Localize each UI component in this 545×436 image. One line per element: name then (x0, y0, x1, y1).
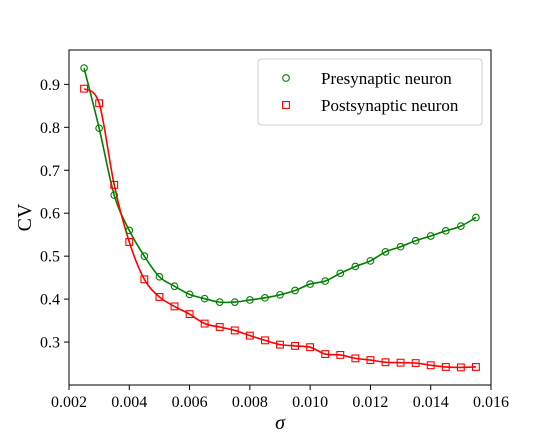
postsynaptic-neuron-point (155, 293, 164, 301)
presynaptic-neuron-point (276, 290, 284, 299)
postsynaptic-neuron-point (366, 356, 375, 365)
presynaptic-neuron-point (321, 277, 330, 285)
postsynaptic-neuron-point (411, 359, 420, 368)
x-tick-label: 0.012 (352, 394, 388, 411)
legend-label-presynaptic-neuron: Presynaptic neuron (321, 69, 452, 88)
postsynaptic-neuron-point (291, 341, 300, 350)
presynaptic-neuron-line (83, 67, 477, 304)
postsynaptic-neuron-point (471, 363, 480, 371)
y-tick-label: 0.5 (40, 249, 60, 266)
postsynaptic-neuron-point (426, 361, 435, 370)
y-tick-label: 0.6 (40, 206, 60, 223)
y-axis-ticks: 0.3 0.4 0.5 0.6 0.7 0.8 0.9 (40, 77, 69, 352)
presynaptic-neuron-point (170, 282, 179, 291)
postsynaptic-neuron-point (321, 350, 330, 359)
postsynaptic-neuron-point (351, 354, 360, 363)
postsynaptic-neuron-point (381, 358, 390, 367)
x-tick-label: 0.006 (172, 394, 208, 411)
x-tick-label: 0.004 (111, 394, 147, 411)
postsynaptic-neuron-point (260, 336, 269, 345)
presynaptic-neuron-point (336, 269, 345, 278)
y-tick-label: 0.3 (40, 335, 60, 352)
presynaptic-neuron-point (215, 298, 224, 306)
y-tick-label: 0.7 (40, 163, 60, 180)
presynaptic-neuron-point (200, 294, 209, 303)
plot-frame (68, 49, 492, 386)
legend: Presynaptic neuron Postsynaptic neuron (257, 58, 483, 126)
presynaptic-neuron-point (351, 262, 360, 271)
postsynaptic-neuron-point (140, 275, 149, 284)
postsynaptic-neuron-point (441, 363, 450, 371)
presynaptic-neuron-point (230, 298, 239, 306)
presynaptic-neuron-point (95, 124, 103, 133)
presynaptic-neuron-point (366, 257, 375, 265)
presynaptic-neuron-point (472, 213, 480, 222)
series-markers (80, 64, 480, 372)
postsynaptic-neuron-point (80, 84, 89, 93)
presynaptic-neuron-point (457, 222, 465, 230)
postsynaptic-neuron-point (396, 358, 405, 367)
postsynaptic-neuron-point (110, 180, 119, 189)
presynaptic-neuron-point (110, 191, 119, 200)
presynaptic-neuron-point (441, 226, 450, 235)
x-tick-label: 0.014 (413, 394, 449, 411)
x-tick-label: 0.008 (232, 394, 268, 411)
presynaptic-neuron-point (426, 232, 435, 240)
presynaptic-neuron-point (411, 236, 420, 245)
presynaptic-neuron-point (306, 280, 314, 288)
postsynaptic-neuron-point (230, 326, 239, 335)
legend-box (257, 58, 483, 126)
x-tick-label: 0.010 (292, 394, 328, 411)
postsynaptic-neuron-point (185, 310, 194, 319)
postsynaptic-neuron-point (215, 323, 224, 331)
postsynaptic-neuron-point (276, 340, 284, 349)
legend-marker-presynaptic-neuron (282, 74, 290, 82)
x-axis-ticks: 0.002 0.004 0.006 0.008 0.010 0.012 0.014 0.016 (51, 385, 509, 411)
x-axis-label: σ (275, 412, 286, 434)
presynaptic-neuron-point (291, 286, 299, 295)
postsynaptic-neuron-point (200, 319, 209, 328)
presynaptic-neuron-point (246, 296, 254, 304)
y-tick-label: 0.9 (40, 77, 60, 94)
postsynaptic-neuron-point (95, 99, 104, 108)
presynaptic-neuron-point (185, 290, 194, 299)
presynaptic-neuron-point (80, 64, 88, 72)
x-tick-label: 0.002 (51, 394, 87, 411)
presynaptic-neuron-point (125, 226, 134, 235)
y-tick-label: 0.8 (40, 120, 60, 137)
legend-marker-postsynaptic-neuron (282, 101, 290, 109)
legend-label-postsynaptic-neuron: Postsynaptic neuron (321, 96, 459, 115)
y-axis-label: CV (14, 203, 36, 231)
series-curves (83, 67, 477, 369)
y-tick-label: 0.4 (40, 292, 60, 309)
presynaptic-neuron-point (396, 242, 405, 251)
presynaptic-neuron-point (140, 252, 149, 261)
presynaptic-neuron-point (155, 272, 164, 281)
postsynaptic-neuron-point (456, 363, 465, 372)
postsynaptic-neuron-point (306, 343, 315, 352)
postsynaptic-neuron-point (245, 331, 254, 340)
postsynaptic-neuron-line (83, 87, 476, 369)
presynaptic-neuron-point (381, 248, 390, 256)
postsynaptic-neuron-point (170, 302, 179, 311)
postsynaptic-neuron-point (336, 350, 345, 359)
postsynaptic-neuron-point (125, 238, 134, 246)
presynaptic-neuron-point (261, 293, 269, 302)
x-tick-label: 0.016 (473, 394, 509, 411)
